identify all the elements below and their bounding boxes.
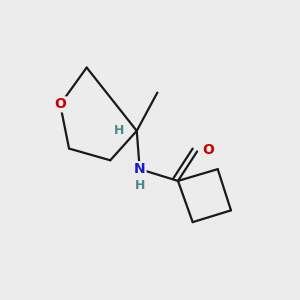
Text: O: O	[202, 143, 214, 157]
Text: H: H	[114, 124, 124, 137]
Text: H: H	[134, 179, 145, 192]
Text: O: O	[54, 98, 66, 111]
Text: N: N	[134, 162, 146, 176]
